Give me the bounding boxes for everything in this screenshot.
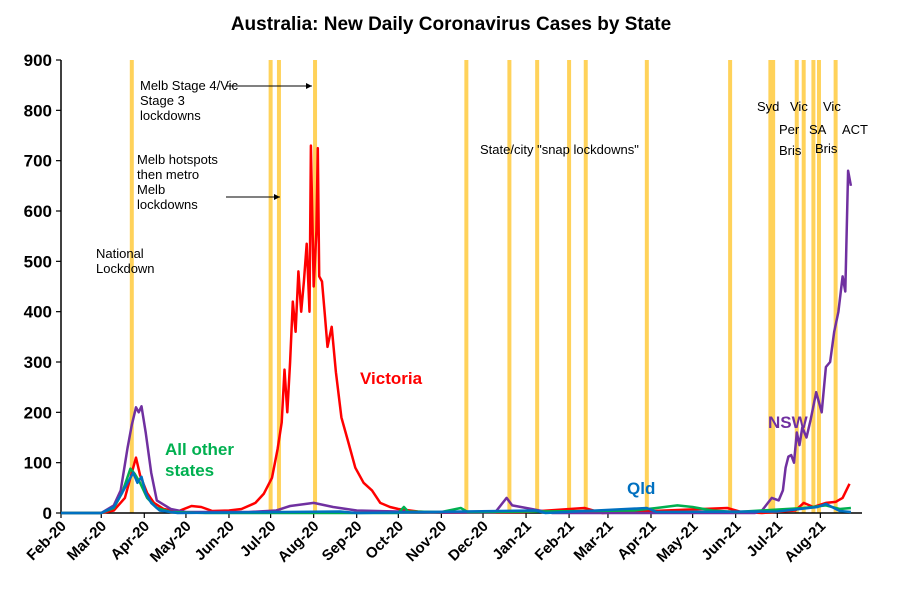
y-tick-label: 400 (24, 303, 52, 322)
x-tick-label: Feb-21 (532, 518, 578, 564)
annotation-arrow-hotspots-head (274, 194, 280, 200)
y-tick-label: 500 (24, 252, 52, 271)
series-label-victoria: Victoria (360, 369, 423, 388)
x-tick-label: May-20 (147, 518, 195, 566)
annotation-text: State/city "snap lockdowns" (480, 142, 639, 157)
annotation-line: Bris (779, 143, 802, 158)
annotation-line: National (96, 246, 144, 261)
annotation-text: Syd (757, 99, 779, 114)
annotation-line: Lockdown (96, 261, 155, 276)
y-ticks: 0 100 200 300 400 500 600 700 800 900 (24, 51, 61, 523)
annotation-line: Per (779, 122, 800, 137)
annotation-line: Vic (790, 99, 808, 114)
x-tick-label: Nov-20 (403, 518, 450, 565)
x-tick-label: Aug-20 (275, 518, 323, 566)
annotation-text: SA (809, 122, 827, 137)
annotation-text: ACT (842, 122, 868, 137)
series-lines (61, 144, 853, 515)
y-tick-label: 200 (24, 403, 52, 422)
x-tick-label: Jun-20 (192, 518, 238, 564)
x-tick-label: Apr-21 (614, 518, 660, 564)
x-tick-label: Dec-20 (445, 518, 492, 565)
series-label-nsw: NSW (768, 413, 809, 432)
y-tick-label: 800 (24, 101, 52, 120)
series-labels: Victoria NSW All other states Qld (165, 369, 809, 498)
x-ticks: Feb-20Mar-20Apr-20May-20Jun-20Jul-20Aug-… (24, 513, 829, 566)
y-tick-label: 100 (24, 454, 52, 473)
y-tick-label: 900 (24, 51, 52, 70)
x-tick-label: Jan-21 (489, 518, 535, 564)
annotation-line: Bris (815, 141, 838, 156)
x-tick-label: Jun-21 (698, 518, 744, 564)
series-label-all-other-states: All other states (165, 440, 234, 480)
y-tick-label: 600 (24, 202, 52, 221)
annotation-text: Melb hotspots then metro Melb lockdowns (137, 152, 218, 212)
x-tick-label: Jul-21 (743, 518, 786, 561)
annotation-text: National Lockdown (96, 246, 155, 276)
x-tick-label: Sep-20 (319, 518, 366, 565)
series-label-line: All other (165, 440, 234, 459)
series-label-line: states (165, 461, 214, 480)
annotation-line: lockdowns (137, 197, 198, 212)
series-line-qld (61, 471, 852, 515)
annotation-line: Syd (757, 99, 779, 114)
series-label-qld: Qld (627, 479, 655, 498)
annotation-line: SA (809, 122, 827, 137)
x-tick-label: Feb-20 (24, 518, 70, 564)
annotation-text: Vic (790, 99, 808, 114)
annotation-line: Stage 3 (140, 93, 185, 108)
x-tick-label: Aug-21 (781, 518, 829, 566)
annotation-text: Melb Stage 4/Vic Stage 3 lockdowns (140, 78, 239, 123)
series-line-nsw (61, 169, 853, 515)
annotation-line: lockdowns (140, 108, 201, 123)
annotation-line: Melb Stage 4/Vic (140, 78, 239, 93)
annotation-line: Vic (823, 99, 841, 114)
lockdown-lines (129, 60, 838, 513)
annotation-text: Per (779, 122, 800, 137)
x-tick-label: Oct-20 (362, 518, 407, 563)
x-tick-label: May-21 (653, 518, 701, 566)
x-tick-label: Apr-20 (108, 518, 154, 564)
x-tick-label: Mar-21 (571, 518, 617, 564)
x-tick-label: Mar-20 (64, 518, 110, 564)
chart-title: Australia: New Daily Coronavirus Cases b… (231, 14, 671, 35)
y-tick-label: 300 (24, 353, 52, 372)
annotation-arrow-stage4-head (306, 83, 312, 89)
annotation-line: ACT (842, 122, 868, 137)
annotation-text: Vic (823, 99, 841, 114)
annotation-line: then metro (137, 167, 199, 182)
annotation-text: Bris (779, 143, 802, 158)
annotation-line: State/city "snap lockdowns" (480, 142, 639, 157)
annotation-text: Bris (815, 141, 838, 156)
annotation-line: Melb (137, 182, 165, 197)
y-tick-label: 0 (43, 504, 52, 523)
annotation-line: Melb hotspots (137, 152, 218, 167)
x-tick-label: Jul-20 (237, 518, 280, 561)
y-tick-label: 700 (24, 152, 52, 171)
